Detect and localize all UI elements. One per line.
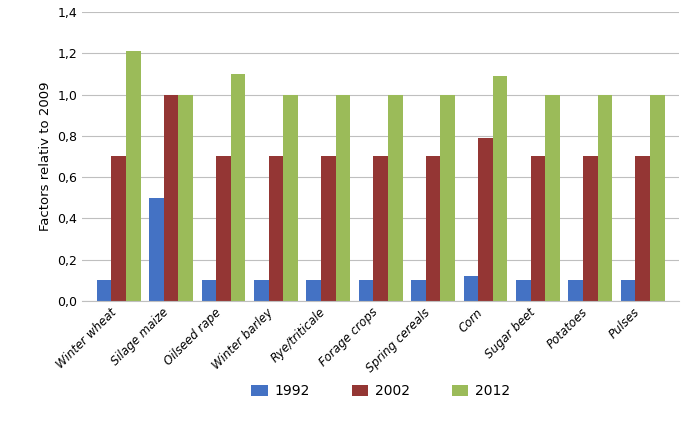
Bar <box>530 157 545 301</box>
Bar <box>598 95 612 301</box>
Bar <box>283 95 298 301</box>
Bar <box>230 74 246 301</box>
Bar <box>621 280 635 301</box>
Bar <box>111 157 126 301</box>
Bar <box>388 95 403 301</box>
Bar <box>440 95 455 301</box>
Bar <box>426 157 440 301</box>
Legend: 1992, 2002, 2012: 1992, 2002, 2012 <box>246 379 516 404</box>
Bar <box>545 95 560 301</box>
Bar <box>164 95 178 301</box>
Bar <box>150 198 164 301</box>
Bar <box>126 51 141 301</box>
Y-axis label: Factors relativ to 2009: Factors relativ to 2009 <box>39 82 52 231</box>
Bar <box>583 157 598 301</box>
Bar <box>321 157 335 301</box>
Bar <box>569 280 583 301</box>
Bar <box>307 280 321 301</box>
Bar <box>359 280 373 301</box>
Bar <box>650 95 665 301</box>
Bar <box>635 157 650 301</box>
Bar <box>178 95 193 301</box>
Bar <box>373 157 388 301</box>
Bar <box>216 157 230 301</box>
Bar <box>335 95 350 301</box>
Bar <box>97 280 111 301</box>
Bar <box>493 76 508 301</box>
Bar <box>464 276 478 301</box>
Bar <box>478 138 493 301</box>
Bar <box>269 157 283 301</box>
Bar <box>202 280 216 301</box>
Bar <box>411 280 426 301</box>
Bar <box>516 280 530 301</box>
Bar <box>254 280 269 301</box>
